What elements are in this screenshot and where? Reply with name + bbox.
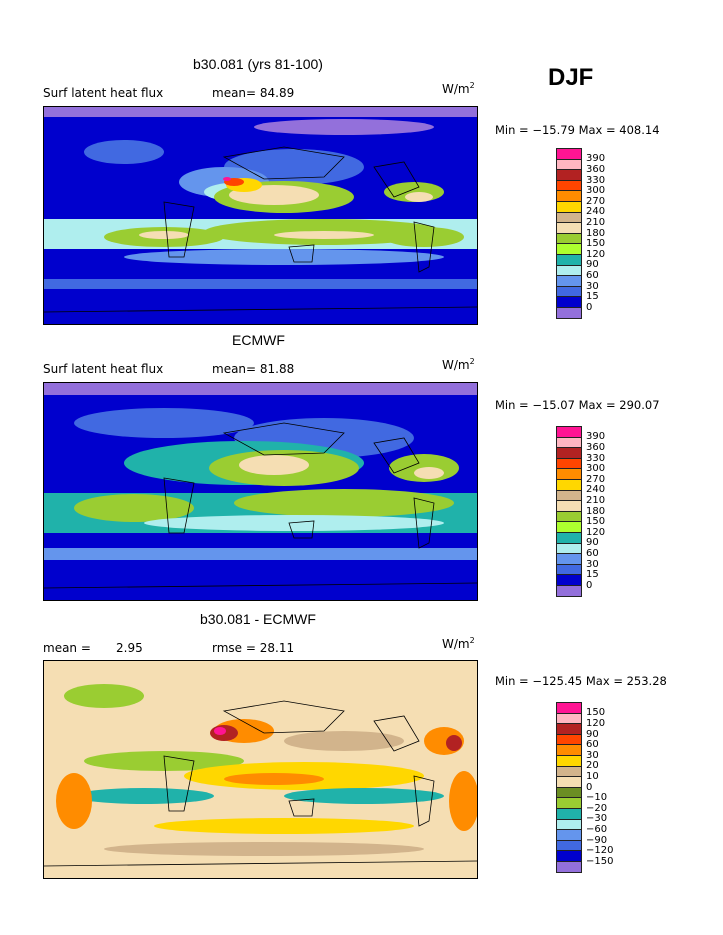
- legend-tick-label: 150: [586, 516, 606, 528]
- legend-tick-label: −90: [586, 834, 608, 846]
- panel-3-minmax: Min = −125.45 Max = 253.28: [495, 674, 667, 688]
- legend-tick-label: 270: [586, 473, 606, 485]
- legend-tick-label: 20: [586, 760, 599, 772]
- legend-tick-label: 300: [586, 185, 606, 197]
- legend-swatch: [556, 861, 582, 873]
- panel-1-legend: 390 360 330 300 270 240 210 180 150 120 90 60 30 15 0: [556, 148, 626, 320]
- legend-tick-label: 90: [586, 259, 599, 271]
- panel-3-mean-label: mean =: [43, 641, 91, 655]
- legend-swatch: [556, 585, 582, 597]
- legend-tick-label: 240: [586, 206, 606, 218]
- legend-tick-label: 150: [586, 707, 606, 719]
- legend-tick-label: 240: [586, 484, 606, 496]
- legend-tick-label: 330: [586, 174, 606, 186]
- legend-tick-label: 210: [586, 216, 606, 228]
- legend-tick-label: 10: [586, 770, 599, 782]
- panel-3-map: [43, 660, 478, 879]
- legend-tick-label: 180: [586, 227, 606, 239]
- panel-1-mean: mean= 84.89: [212, 86, 295, 100]
- legend-tick-label: 120: [586, 526, 606, 538]
- legend-tick-label: 300: [586, 463, 606, 475]
- legend-tick-label: −20: [586, 802, 608, 814]
- legend-tick-label: 330: [586, 452, 606, 464]
- panel-1-minmax: Min = −15.79 Max = 408.14: [495, 123, 660, 137]
- legend-tick-label: 30: [586, 749, 599, 761]
- panel-2-map: [43, 382, 478, 601]
- legend-tick-label: 120: [586, 717, 606, 729]
- panel-2-field-label: Surf latent heat flux: [43, 362, 164, 376]
- legend-tick-label: 0: [586, 781, 593, 793]
- legend-tick-label: 180: [586, 505, 606, 517]
- season-label: DJF: [548, 64, 594, 91]
- legend-tick-label: 390: [586, 431, 606, 443]
- panel-2-units: W/m2: [442, 357, 475, 372]
- legend-tick-label: 15: [586, 291, 599, 303]
- panel-3-rmse: rmse = 28.11: [212, 641, 295, 655]
- legend-tick-label: 60: [586, 739, 599, 751]
- legend-tick-label: 0: [586, 579, 593, 591]
- legend-tick-label: 15: [586, 569, 599, 581]
- panel-1-field-label: Surf latent heat flux: [43, 86, 164, 100]
- legend-tick-label: −150: [586, 855, 614, 867]
- panel-1-map: [43, 106, 478, 325]
- legend-tick-label: 60: [586, 269, 599, 281]
- panel-3-mean-value: 2.95: [116, 641, 143, 655]
- panel-2-minmax: Min = −15.07 Max = 290.07: [495, 398, 660, 412]
- panel-3-title: b30.081 - ECMWF: [200, 611, 316, 627]
- legend-tick-label: 120: [586, 248, 606, 260]
- panel-1-units: W/m2: [442, 81, 475, 96]
- legend-tick-label: 90: [586, 728, 599, 740]
- legend-tick-label: 60: [586, 547, 599, 559]
- legend-tick-label: 30: [586, 558, 599, 570]
- legend-tick-label: 360: [586, 163, 606, 175]
- legend-tick-label: −10: [586, 792, 608, 804]
- legend-tick-label: 270: [586, 195, 606, 207]
- legend-swatch: [556, 307, 582, 319]
- panel-2-mean: mean= 81.88: [212, 362, 295, 376]
- legend-tick-label: 150: [586, 238, 606, 250]
- panel-2-legend: 390 360 330 300 270 240 210 180 150 120 90 60 30 15 0: [556, 426, 626, 598]
- legend-tick-label: −60: [586, 823, 608, 835]
- panel-3-units: W/m2: [442, 636, 475, 651]
- legend-tick-label: 390: [586, 153, 606, 165]
- panel-1-map-image: [44, 107, 477, 324]
- legend-tick-label: 90: [586, 537, 599, 549]
- panel-3-map-image: [44, 661, 477, 878]
- panel-2-map-image: [44, 383, 477, 600]
- legend-tick-label: −120: [586, 845, 614, 857]
- panel-2-title: ECMWF: [232, 332, 285, 348]
- legend-tick-label: −30: [586, 813, 608, 825]
- legend-tick-label: 210: [586, 494, 606, 506]
- panel-1-title: b30.081 (yrs 81-100): [193, 56, 323, 72]
- legend-tick-label: 0: [586, 301, 593, 313]
- legend-tick-label: 30: [586, 280, 599, 292]
- panel-3-legend: 150 120 90 60 30 20 10 0 −10 −20 −30 −60 −90 −120 −150: [556, 702, 626, 874]
- legend-tick-label: 360: [586, 441, 606, 453]
